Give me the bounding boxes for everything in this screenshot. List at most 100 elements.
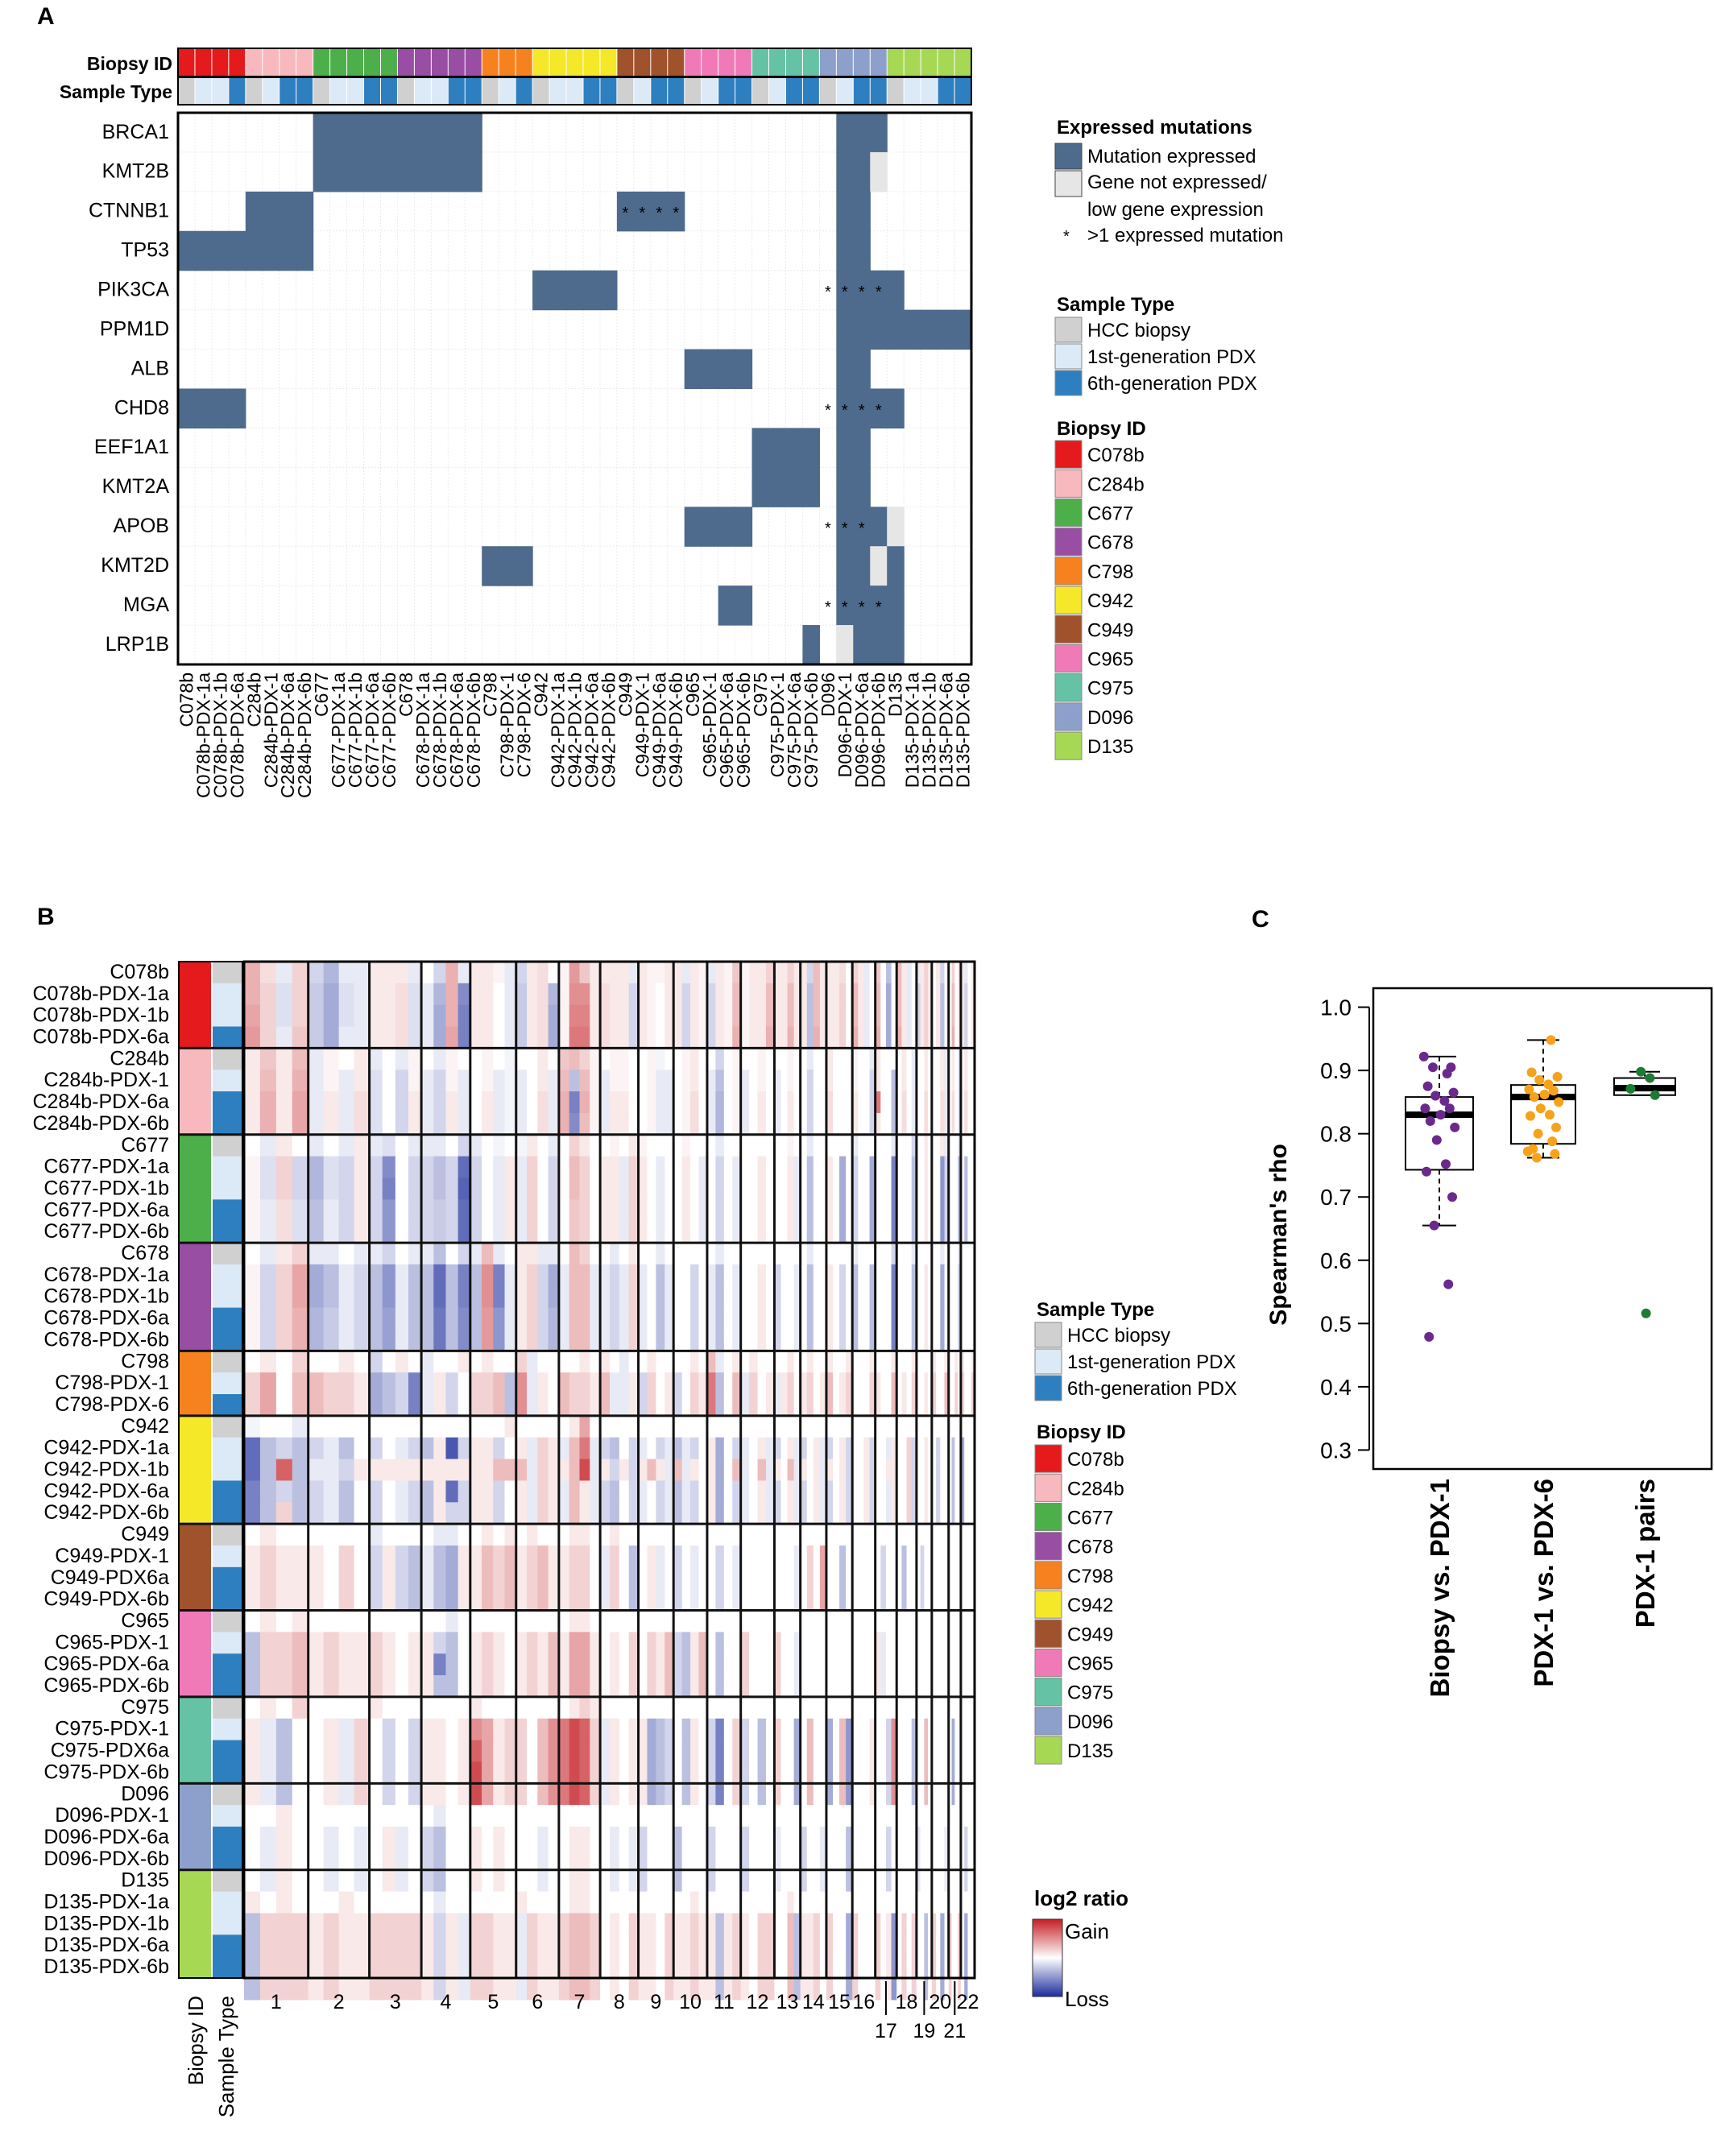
copy-number-segment — [826, 1070, 834, 1092]
copy-number-segment — [354, 1869, 371, 1893]
copy-number-segment — [647, 1091, 656, 1114]
copy-number-segment — [863, 1134, 871, 1157]
copy-number-segment — [813, 1761, 821, 1784]
copy-number-segment — [846, 1913, 853, 1935]
copy-number-segment — [869, 1610, 876, 1633]
copy-number-segment — [338, 1285, 355, 1309]
copy-number-segment — [673, 1199, 683, 1222]
copy-number-segment — [793, 1891, 801, 1914]
mutation-cell — [566, 270, 584, 311]
copy-number-segment — [664, 1653, 674, 1676]
copy-number-segment — [482, 1610, 494, 1633]
copy-number-segment — [259, 1545, 277, 1568]
copy-number-segment — [664, 1545, 674, 1568]
copy-number-segment — [911, 1480, 917, 1503]
copy-number-segment — [906, 1913, 913, 1935]
sample-label: C284b-PDX-6b — [294, 672, 315, 798]
copy-number-segment — [656, 1718, 665, 1741]
copy-number-segment — [590, 1740, 601, 1763]
copy-number-segment — [244, 1978, 261, 2001]
copy-number-segment — [863, 1351, 871, 1373]
copy-number-segment — [732, 962, 742, 984]
copy-number-segment — [806, 1913, 814, 1935]
biopsy-id-cell — [938, 48, 955, 77]
copy-number-segment — [698, 1588, 708, 1612]
copy-number-segment — [958, 1610, 962, 1633]
copy-number-segment — [780, 1653, 789, 1676]
copy-number-segment — [813, 1545, 821, 1568]
copy-number-segment — [901, 1372, 908, 1395]
sample-type-cell — [213, 1026, 242, 1049]
copy-number-segment — [527, 1718, 538, 1741]
copy-number-segment — [706, 1675, 716, 1698]
copy-number-segment — [869, 1437, 876, 1460]
copy-number-segment — [609, 1827, 620, 1849]
copy-number-segment — [732, 1848, 742, 1871]
copy-number-segment — [600, 1264, 611, 1287]
mutation-cell — [262, 191, 280, 232]
copy-number-segment — [920, 1761, 925, 1784]
copy-number-segment — [852, 962, 859, 984]
copy-number-segment — [924, 1913, 929, 1935]
copy-number-segment — [600, 1459, 611, 1482]
sample-type-cell — [718, 78, 736, 105]
copy-number-segment — [826, 1459, 834, 1482]
copy-number-segment — [931, 1199, 937, 1222]
copy-number-segment — [558, 1372, 570, 1395]
copy-number-segment — [706, 1329, 716, 1351]
copy-number-segment — [740, 1632, 750, 1654]
copy-number-segment — [628, 1415, 640, 1438]
copy-number-segment — [715, 1026, 725, 1049]
row-label: C284b-PDX-6a — [32, 1090, 169, 1113]
copy-number-segment — [656, 1502, 665, 1525]
copy-number-segment — [916, 1740, 921, 1763]
copy-number-segment — [515, 1827, 528, 1849]
mutation-cell — [751, 467, 770, 507]
sample-type-cell — [213, 1243, 242, 1265]
copy-number-segment — [647, 1566, 656, 1590]
copy-number-segment — [875, 1761, 881, 1784]
copy-number-segment — [369, 1112, 383, 1136]
copy-number-segment — [924, 1978, 929, 2001]
copy-number-segment — [774, 1459, 782, 1482]
sample-type-cell — [213, 1199, 242, 1222]
copy-number-segment — [960, 1199, 965, 1222]
copy-number-segment — [609, 1956, 620, 1979]
copy-number-segment — [690, 1783, 700, 1806]
sample-label: C798 — [480, 672, 501, 717]
copy-number-segment — [740, 1112, 750, 1136]
copy-number-segment — [673, 1675, 683, 1698]
copy-number-segment — [787, 1761, 795, 1784]
copy-number-segment — [395, 1978, 409, 2001]
copy-number-segment — [369, 1048, 383, 1070]
copy-number-segment — [527, 1112, 538, 1136]
copy-number-segment — [275, 1459, 293, 1482]
copy-number-segment — [869, 1935, 876, 1957]
copy-number-segment — [457, 1848, 471, 1871]
copy-number-segment — [749, 1264, 759, 1287]
copy-number-segment — [954, 1869, 958, 1893]
multi-mutation-star: * — [825, 598, 831, 616]
copy-number-segment — [609, 1502, 620, 1525]
copy-number-segment — [880, 1783, 887, 1806]
copy-number-segment — [515, 1978, 528, 2001]
copy-number-segment — [920, 1091, 925, 1114]
legend-swatch-mutation-expressed — [1054, 143, 1083, 170]
copy-number-segment — [774, 1372, 782, 1395]
copy-number-segment — [858, 1848, 865, 1871]
copy-number-segment — [628, 1978, 640, 2001]
copy-number-segment — [740, 1566, 750, 1590]
copy-number-segment — [936, 1329, 941, 1351]
copy-number-segment — [787, 1545, 795, 1568]
copy-number-segment — [875, 1480, 881, 1503]
row-label: D096 — [121, 1782, 169, 1805]
copy-number-segment — [787, 1891, 795, 1914]
copy-number-segment — [936, 1632, 941, 1654]
copy-number-segment — [749, 1156, 759, 1179]
copy-number-segment — [308, 1891, 325, 1914]
copy-number-segment — [292, 1783, 309, 1806]
mutation-cell — [887, 309, 905, 350]
copy-number-segment — [740, 1437, 750, 1460]
copy-number-segment — [954, 1394, 958, 1417]
copy-number-segment — [901, 1718, 908, 1741]
